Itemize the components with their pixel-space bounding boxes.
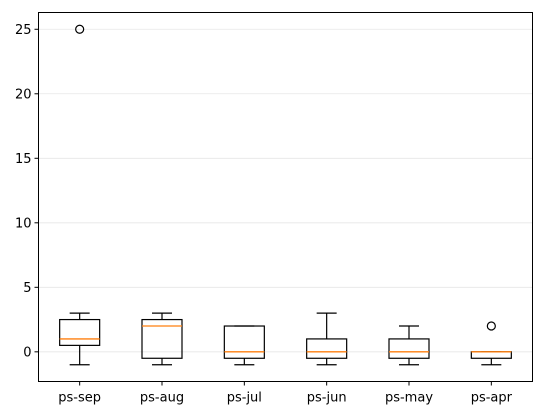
x-axis: ps-sep ps-aug ps-jul ps-jun ps-may ps-apr — [58, 381, 513, 406]
box-ps-jun — [306, 312, 348, 366]
x-tick-label: ps-aug — [140, 391, 184, 406]
box-ps-may — [388, 325, 430, 366]
plot-frame — [38, 12, 533, 382]
box-rect — [141, 318, 183, 359]
x-tick-label: ps-jul — [227, 391, 262, 406]
y-tick-label: 15 — [15, 152, 32, 167]
box-rect — [388, 338, 430, 359]
grid-lines — [38, 28, 533, 353]
y-tick-label: 5 — [23, 281, 31, 296]
box-ps-aug — [141, 312, 183, 366]
box-rect — [223, 325, 265, 359]
box-ps-jul — [223, 325, 265, 366]
box-ps-sep — [59, 24, 101, 366]
box-series — [59, 24, 512, 366]
y-tick-label: 0 — [23, 345, 31, 360]
y-tick-label: 20 — [15, 87, 32, 102]
y-tick-label: 25 — [15, 23, 32, 38]
box-rect — [470, 351, 512, 359]
flier-point — [486, 321, 496, 331]
y-axis: 0 5 10 15 20 25 — [15, 23, 39, 360]
box-rect — [306, 338, 348, 359]
x-tick-label: ps-apr — [471, 391, 513, 406]
box-rect — [59, 318, 101, 346]
x-tick-label: ps-jun — [307, 391, 347, 406]
x-tick-label: ps-sep — [58, 391, 101, 406]
box-ps-apr — [470, 321, 512, 366]
flier-point — [75, 24, 85, 34]
x-tick-label: ps-may — [385, 391, 433, 406]
y-tick-label: 10 — [15, 216, 32, 231]
